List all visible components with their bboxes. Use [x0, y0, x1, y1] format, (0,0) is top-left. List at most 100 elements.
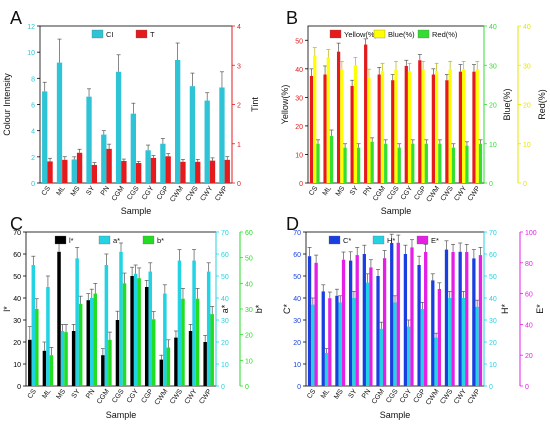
- bar-c-b: [93, 293, 98, 386]
- bar-d-h: [379, 328, 383, 386]
- category-label-c: ML: [41, 388, 52, 400]
- bar-b-red: [478, 143, 483, 183]
- bar-d-e: [341, 259, 346, 386]
- bar-b-blue: [394, 69, 398, 183]
- panel-letter-c: C: [10, 214, 23, 234]
- category-label-b: ML: [322, 185, 333, 197]
- category-label-a: CWP: [214, 185, 229, 203]
- bar-d-h: [338, 302, 342, 386]
- right-tick-label-a: 4: [237, 24, 241, 31]
- category-label-d: PN: [361, 388, 372, 400]
- bar-a-t: [91, 164, 98, 183]
- left-tick-label-c: 70: [13, 230, 21, 237]
- bar-b-blue: [448, 69, 452, 183]
- bar-c-l: [71, 331, 76, 386]
- left-tick-label-d: 70: [293, 230, 301, 237]
- category-label-c: CWS: [169, 388, 184, 406]
- category-label-b: CWY: [453, 185, 468, 203]
- bar-a-t: [209, 160, 216, 183]
- bar-d-c: [362, 254, 366, 386]
- bar-b-blue: [475, 69, 479, 183]
- bar-b-yellow: [309, 75, 314, 183]
- left-tick-label-c: 40: [13, 296, 21, 303]
- right-tick-label-c: 40: [221, 296, 229, 303]
- right-tick-label-b: 10: [523, 142, 531, 149]
- bar-c-l: [57, 251, 61, 386]
- bar-a-t: [150, 157, 157, 183]
- category-label-b: CGS: [386, 185, 401, 202]
- bar-b-red: [424, 143, 428, 183]
- legend-swatch-b: [329, 29, 342, 39]
- category-label-a: PN: [100, 185, 111, 197]
- bar-a-ci: [130, 113, 136, 183]
- bar-b-yellow: [472, 71, 476, 183]
- bar-d-e: [314, 262, 318, 386]
- bar-d-c: [376, 276, 380, 386]
- bar-d-h: [434, 337, 438, 386]
- category-label-c: CWP: [198, 388, 213, 406]
- bar-a-ci: [42, 91, 48, 183]
- right-tick-label-c: 40: [245, 281, 253, 288]
- category-label-a: ML: [55, 185, 66, 197]
- bar-a-ci: [115, 71, 122, 183]
- bar-b-blue: [380, 71, 385, 183]
- bar-c-a: [60, 331, 65, 386]
- category-label-c: MS: [55, 388, 67, 401]
- bar-c-b: [137, 278, 141, 386]
- left-tick-label-a: 10: [27, 50, 35, 57]
- legend-label-c: l*: [69, 236, 74, 245]
- left-tick-label-d: 60: [293, 252, 301, 259]
- bar-d-e: [410, 247, 414, 386]
- bar-b-yellow: [418, 60, 422, 183]
- bar-a-ci: [101, 134, 107, 183]
- bar-b-blue: [421, 69, 425, 183]
- bar-a-t: [224, 159, 230, 183]
- left-tick-label-a: 4: [31, 129, 35, 136]
- bar-a-ci: [219, 87, 225, 183]
- legend-label-c: a*: [113, 236, 120, 245]
- bar-c-b: [210, 314, 214, 386]
- category-label-a: CGY: [141, 185, 156, 202]
- bar-c-a: [31, 265, 36, 386]
- legend-label-b: Blue(%): [388, 30, 415, 39]
- bar-c-l: [42, 350, 47, 386]
- bar-b-yellow: [431, 74, 435, 183]
- right-tick-label-d: 70: [489, 230, 497, 237]
- right-tick-label-d: 50: [489, 274, 497, 281]
- bar-d-e: [355, 255, 359, 386]
- bar-d-h: [448, 298, 452, 386]
- category-label-b: PN: [362, 185, 373, 197]
- category-label-b: CWS: [440, 185, 455, 203]
- bar-c-l: [130, 276, 134, 386]
- left-tick-label-a: 6: [31, 103, 35, 110]
- bar-a-t: [76, 152, 83, 183]
- category-label-a: SY: [85, 185, 96, 197]
- bar-d-h: [352, 298, 356, 386]
- legend-label-d: E*: [431, 236, 439, 245]
- legend-swatch-a: [91, 29, 104, 39]
- category-label-b: CGY: [400, 185, 415, 202]
- right-tick-label-d: 60: [489, 252, 497, 259]
- bar-c-b: [108, 339, 112, 386]
- legend-swatch-c: [98, 235, 111, 245]
- right-tick-label-a: 2: [237, 103, 241, 110]
- bar-a-ci: [71, 159, 77, 183]
- left-tick-label-d: 30: [293, 318, 301, 325]
- left-tick-label-b: 50: [295, 38, 303, 45]
- bar-c-b: [35, 309, 39, 386]
- right-tick-label-c: 30: [245, 307, 253, 314]
- bar-d-c: [348, 260, 353, 386]
- bar-d-e: [437, 288, 442, 386]
- bar-d-c: [390, 243, 394, 386]
- panel-letter-d: D: [286, 214, 299, 234]
- panel-letter-a: A: [10, 8, 22, 28]
- bar-a-t: [136, 162, 142, 183]
- right-axis-label-d: E*: [535, 304, 545, 314]
- right-tick-label-d: 80: [525, 261, 533, 268]
- right-tick-label-c: 50: [221, 274, 229, 281]
- bar-b-yellow: [445, 80, 449, 183]
- left-tick-label-d: 50: [293, 274, 301, 281]
- bar-b-blue: [326, 57, 330, 183]
- bar-b-yellow: [377, 74, 381, 183]
